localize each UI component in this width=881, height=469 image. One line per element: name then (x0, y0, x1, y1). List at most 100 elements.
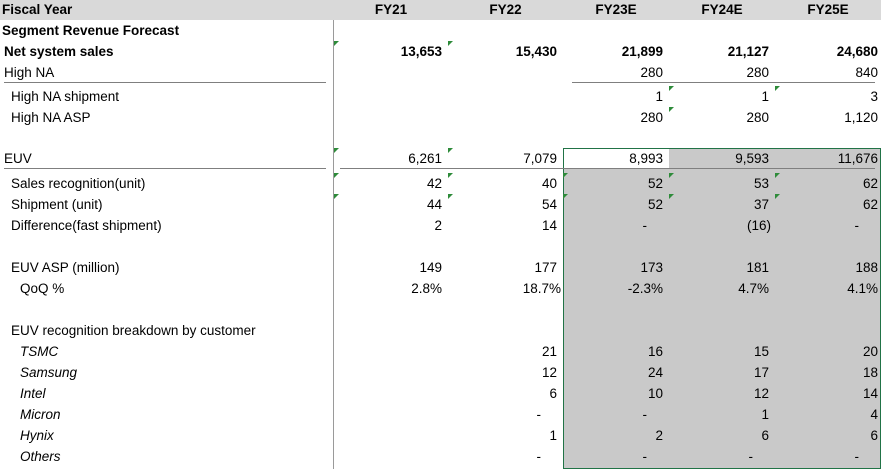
cell-fy25e[interactable]: 4 (870, 407, 878, 422)
cell-fy24e[interactable]: 4.7% (738, 281, 769, 296)
row-label[interactable]: High NA shipment (11, 89, 120, 104)
cell-fy23e[interactable]: 24 (647, 365, 663, 380)
error-indicator-icon[interactable] (775, 86, 780, 91)
cell-fy22[interactable]: 18.7% (522, 281, 561, 296)
cell-fy22[interactable]: 12 (541, 365, 557, 380)
row-label[interactable]: Segment Revenue Forecast (2, 23, 180, 38)
cell-fy22[interactable]: 177 (534, 260, 557, 275)
cell-fy25e[interactable]: 14 (862, 386, 878, 401)
error-indicator-icon[interactable] (775, 173, 780, 178)
cell-fy22[interactable]: 14 (541, 218, 557, 233)
header-fy25e[interactable]: FY25E (807, 2, 849, 17)
cell-fy24e[interactable]: 53 (753, 176, 769, 191)
row-label[interactable]: Difference(fast shipment) (11, 218, 162, 233)
cell-fy25e[interactable]: 11,676 (837, 151, 878, 166)
cell-fy25e[interactable]: 4.1% (847, 281, 878, 296)
cell-fy23e[interactable]: - (642, 218, 648, 233)
cell-fy25e[interactable]: 188 (855, 260, 878, 275)
cell-fy25e[interactable]: 6 (870, 428, 878, 443)
cell-fy23e[interactable]: 10 (647, 386, 663, 401)
cell-fy24e[interactable]: 37 (753, 197, 769, 212)
cell-fy21[interactable] (334, 86, 448, 107)
cell-fy21[interactable]: 2 (434, 218, 442, 233)
cell-fy21[interactable] (334, 446, 448, 467)
cell-fy24e[interactable]: 12 (753, 386, 769, 401)
cell-fy25e[interactable]: 1,120 (844, 110, 878, 125)
row-label[interactable]: EUV ASP (million) (11, 260, 120, 275)
row-label[interactable]: High NA ASP (11, 110, 91, 125)
error-indicator-icon[interactable] (448, 148, 453, 153)
cell-fy21[interactable]: 2.8% (411, 281, 442, 296)
error-indicator-icon[interactable] (334, 41, 339, 46)
cell-fy24e[interactable]: 181 (746, 260, 769, 275)
header-fy23e[interactable]: FY23E (595, 2, 637, 17)
cell-fy22[interactable]: - (536, 407, 542, 422)
cell-fy24e[interactable]: (16) (746, 218, 771, 233)
cell-fy24e[interactable]: 6 (761, 428, 769, 443)
cell-fy22[interactable] (448, 107, 563, 128)
cell-fy22[interactable]: 7,079 (523, 151, 557, 166)
cell-fy24e[interactable]: 1 (761, 89, 769, 104)
error-indicator-icon[interactable] (334, 173, 339, 178)
cell-fy21[interactable]: 42 (426, 176, 442, 191)
header-fy21[interactable]: FY21 (374, 2, 408, 17)
error-indicator-icon[interactable] (448, 41, 453, 46)
row-label[interactable]: Intel (20, 386, 46, 401)
cell-fy21[interactable]: 6,261 (408, 151, 442, 166)
cell-fy21[interactable] (334, 107, 448, 128)
cell-fy22[interactable]: 15,430 (515, 44, 557, 59)
cell-fy21[interactable] (334, 404, 448, 425)
error-indicator-icon[interactable] (669, 86, 674, 91)
cell-fy25e[interactable]: 62 (862, 176, 878, 191)
cell-fy25e[interactable]: 20 (862, 344, 878, 359)
cell-fy22[interactable]: 21 (541, 344, 557, 359)
cell-fy25e[interactable]: 24,680 (836, 44, 878, 59)
row-label[interactable]: Sales recognition(unit) (11, 176, 146, 191)
cell-fy23e[interactable]: - (642, 407, 648, 422)
cell-fy21[interactable]: 44 (426, 197, 442, 212)
row-label[interactable]: EUV recognition breakdown by customer (11, 323, 256, 338)
row-label[interactable]: Others (20, 449, 61, 464)
row-label[interactable]: Shipment (unit) (11, 197, 103, 212)
cell-fy21[interactable] (334, 383, 448, 404)
error-indicator-icon[interactable] (669, 107, 674, 112)
cell-fy23e[interactable]: 2 (655, 428, 663, 443)
error-indicator-icon[interactable] (563, 173, 568, 178)
header-fy22[interactable]: FY22 (489, 2, 522, 17)
cell-fy21[interactable] (334, 62, 448, 83)
cell-fy22[interactable]: 40 (541, 176, 557, 191)
cell-fy22[interactable] (448, 86, 563, 107)
cell-fy23e[interactable]: 1 (655, 89, 663, 104)
error-indicator-icon[interactable] (669, 194, 674, 199)
cell-fy23e[interactable]: 8,993 (629, 151, 663, 166)
row-label[interactable]: Net system sales (4, 44, 114, 59)
cell-fy25e[interactable]: 18 (862, 365, 878, 380)
cell-fy23e[interactable]: - (642, 449, 648, 464)
cell-fy21[interactable] (334, 425, 448, 446)
cell-fy24e[interactable]: 280 (746, 65, 769, 80)
row-label[interactable]: QoQ % (20, 281, 65, 296)
cell-fy22[interactable]: - (536, 449, 542, 464)
row-label[interactable]: TSMC (20, 344, 59, 359)
cell-fy23e[interactable]: 21,899 (621, 44, 663, 59)
error-indicator-icon[interactable] (448, 173, 453, 178)
row-label[interactable]: High NA (4, 65, 55, 80)
cell-fy24e[interactable]: 9,593 (735, 151, 769, 166)
cell-fy23e[interactable]: 52 (647, 176, 663, 191)
error-indicator-icon[interactable] (669, 173, 674, 178)
error-indicator-icon[interactable] (334, 148, 339, 153)
cell-fy23e[interactable]: 280 (640, 110, 663, 125)
cell-fy24e[interactable]: 21,127 (727, 44, 769, 59)
header-label[interactable]: Fiscal Year (2, 2, 73, 17)
error-indicator-icon[interactable] (775, 194, 780, 199)
cell-fy22[interactable]: 54 (541, 197, 557, 212)
error-indicator-icon[interactable] (448, 194, 453, 199)
cell-fy25e[interactable]: 3 (870, 89, 878, 104)
row-label[interactable]: Samsung (20, 365, 78, 380)
cell-fy23e[interactable]: 173 (640, 260, 663, 275)
header-fy24e[interactable]: FY24E (701, 2, 743, 17)
cell-fy25e[interactable]: 840 (855, 65, 878, 80)
cell-fy21[interactable] (334, 362, 448, 383)
error-indicator-icon[interactable] (334, 194, 339, 199)
cell-fy24e[interactable]: 1 (761, 407, 769, 422)
